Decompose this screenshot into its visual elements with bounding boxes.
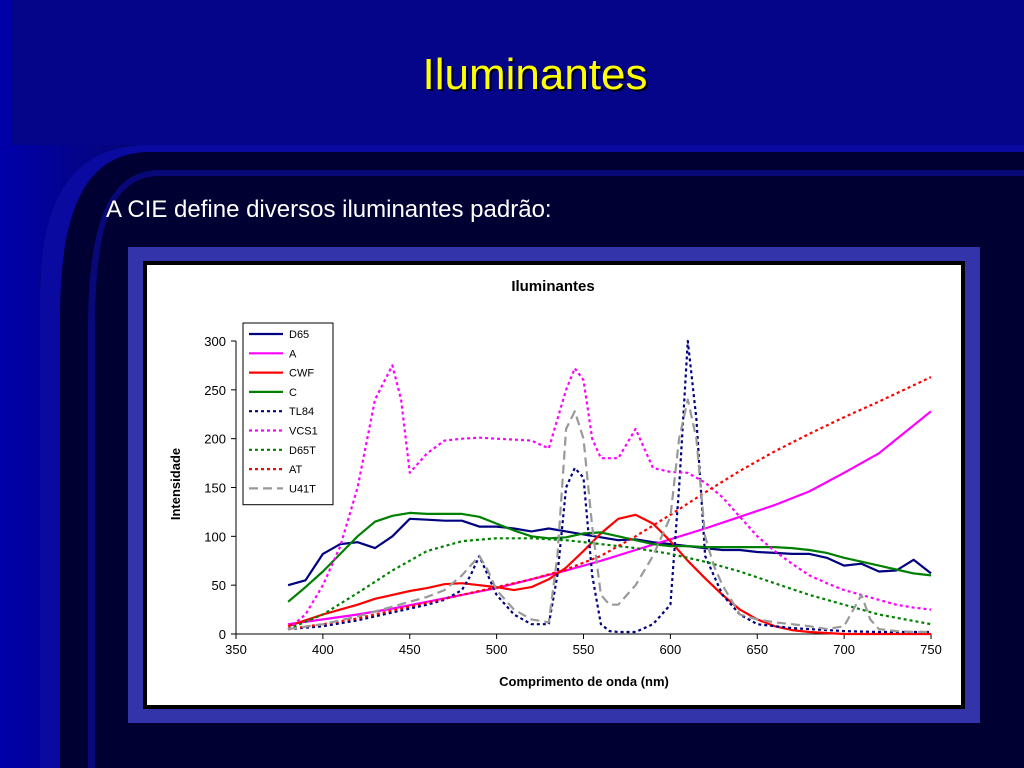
legend-label-c: C <box>289 387 297 399</box>
x-tick-label: 400 <box>312 642 334 657</box>
x-tick-label: 650 <box>746 642 768 657</box>
y-tick-label: 300 <box>204 334 226 349</box>
series-line-c <box>287 511 932 603</box>
chart-frame: Iluminantes Comprimento de onda (nm) Int… <box>128 247 980 723</box>
x-axis-label: Comprimento de onda (nm) <box>499 674 669 689</box>
series-line-d65 <box>287 517 932 587</box>
x-tick-label: 750 <box>920 642 942 657</box>
legend-label-tl84: TL84 <box>289 406 314 418</box>
x-tick-label: 550 <box>573 642 595 657</box>
x-tick-label: 350 <box>225 642 247 657</box>
series-line-a <box>287 410 932 626</box>
series-line-u41t <box>287 398 931 634</box>
y-tick-label: 0 <box>219 627 226 642</box>
y-axis-label: Intensidade <box>168 448 183 520</box>
legend-label-u41t: U41T <box>289 483 316 495</box>
y-tick-label: 200 <box>204 432 226 447</box>
y-tick-label: 250 <box>204 383 226 398</box>
x-tick-label: 450 <box>399 642 421 657</box>
y-tick-label: 50 <box>212 578 226 593</box>
y-tick-label: 150 <box>204 481 226 496</box>
series-line-vcs1 <box>287 364 932 630</box>
chart: Iluminantes Comprimento de onda (nm) Int… <box>128 247 980 723</box>
y-tick-label: 100 <box>204 529 226 544</box>
chart-title: Iluminantes <box>511 278 594 295</box>
legend-label-d65: D65 <box>289 329 309 341</box>
legend-label-a: A <box>289 348 297 360</box>
x-tick-label: 500 <box>486 642 508 657</box>
plot-layer: 350 400 450 500 550 600 650 700 750 0 50 100 150 200 2… <box>204 334 942 657</box>
chart-legend: D65 A CWF C TL84 VCS1 D65T AT U41T <box>242 322 334 506</box>
slide-bullet-text: A CIE define diversos iluminantes padrão… <box>106 196 552 223</box>
legend-label-at: AT <box>289 464 303 476</box>
series-line-cwf <box>287 513 931 636</box>
slide-title: Iluminantes <box>422 50 648 99</box>
legend-label-vcs1: VCS1 <box>289 426 318 438</box>
legend-label-d65t: D65T <box>289 445 316 457</box>
legend-label-cwf: CWF <box>289 368 314 380</box>
x-tick-label: 700 <box>833 642 855 657</box>
x-tick-label: 600 <box>660 642 682 657</box>
legend-box <box>242 322 334 506</box>
series-line-tl84 <box>288 339 931 634</box>
